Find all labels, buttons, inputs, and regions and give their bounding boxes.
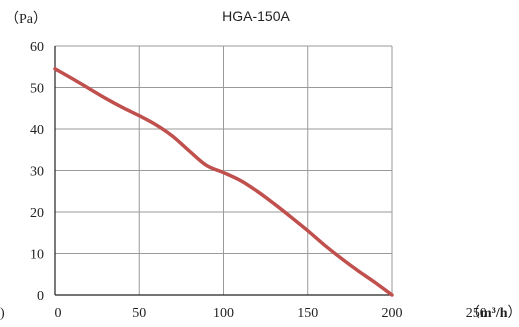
y-tick-label: 50 [30, 82, 44, 97]
y-tick-label: 20 [30, 206, 44, 221]
series-group [53, 67, 394, 297]
axes [54, 46, 392, 296]
x-tick-label: 200 [382, 306, 403, 321]
y-axis-label: （Pa） [5, 11, 47, 27]
grid-lines [55, 45, 393, 295]
x-tick-label: 50 [132, 306, 146, 321]
y-tick-label: 30 [30, 165, 44, 180]
x-axis-label-close: ） [508, 305, 519, 321]
x-tick-label: 0 [55, 306, 62, 321]
y-tick-label: 60 [30, 40, 44, 55]
x-axis-label: （m³/h） [466, 305, 519, 321]
y-tick-labels: 0 10 20 30 40 50 60 [30, 40, 44, 304]
x-tick-label: 250 [466, 306, 487, 321]
x-tick-label: 150 [297, 306, 318, 321]
x-axis-label-open: （ [466, 305, 480, 321]
y-tick-label: 10 [30, 248, 44, 263]
x-tick-label: 100 [213, 306, 234, 321]
x-tick-labels: 0 50 100 150 200 250 [55, 306, 487, 321]
pressure-curve-line [53, 67, 394, 297]
x-axis-label-unit: m³/h [480, 306, 508, 321]
y-tick-label: 0 [37, 289, 44, 304]
chart-title: HGA-150A [222, 8, 290, 24]
y-tick-label: 40 [30, 123, 44, 138]
left-edge-fragment: ) [0, 306, 5, 321]
